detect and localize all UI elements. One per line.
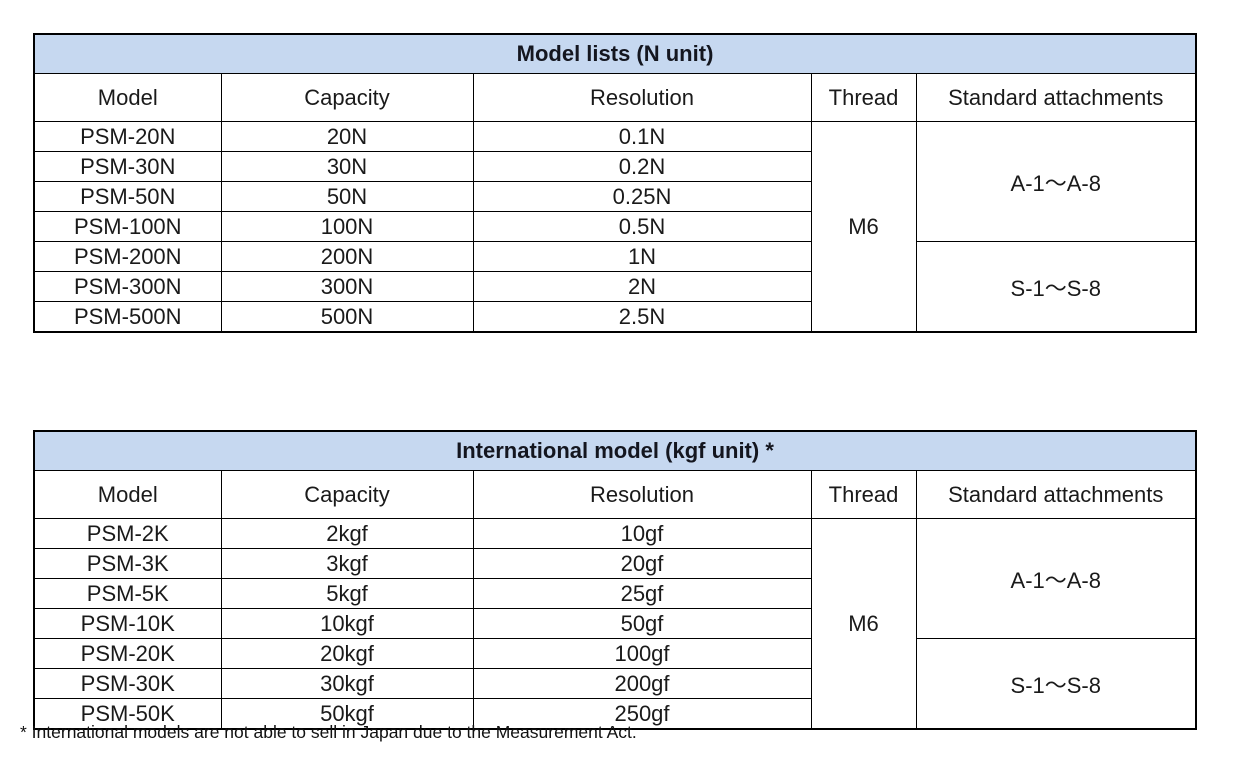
column-header-model: Model <box>33 470 222 519</box>
cell-model: PSM-300N <box>33 271 222 302</box>
cell-model: PSM-200N <box>33 241 222 272</box>
column-header-capacity: Capacity <box>220 73 474 122</box>
cell-model: PSM-2K <box>33 518 222 549</box>
cell-model: PSM-20N <box>33 121 222 152</box>
table-row: PSM-2K 2kgf 10gf M6 A-1～A-8 <box>33 518 1197 730</box>
model-table-n-unit: Model lists (N unit) Model Capacity Reso… <box>33 33 1198 333</box>
table-title: International model (kgf unit) * <box>33 430 1197 471</box>
cell-capacity: 30kgf <box>220 668 474 699</box>
cell-resolution: 200gf <box>472 668 812 699</box>
cell-resolution: 0.5N <box>472 211 812 242</box>
cell-resolution: 25gf <box>472 578 812 609</box>
cell-capacity: 50N <box>220 181 474 212</box>
cell-capacity: 3kgf <box>220 548 474 579</box>
cell-resolution: 20gf <box>472 548 812 579</box>
column-header-thread: Thread <box>810 470 917 519</box>
cell-resolution: 1N <box>472 241 812 272</box>
table-row: PSM-200N 200N 1N S-1～S-8 <box>33 241 1197 333</box>
column-header-resolution: Resolution <box>472 73 812 122</box>
cell-capacity: 500N <box>220 301 474 333</box>
table-row: PSM-5K 5kgf 25gf <box>33 578 1196 609</box>
cell-model: PSM-3K <box>33 548 222 579</box>
cell-model: PSM-30K <box>33 668 222 699</box>
cell-model: PSM-10K <box>33 608 222 639</box>
cell-resolution: 10gf <box>472 518 812 549</box>
column-header-model: Model <box>33 73 222 122</box>
cell-model: PSM-500N <box>33 301 222 333</box>
cell-capacity: 100N <box>220 211 474 242</box>
table-row: PSM-300N 300N 2N <box>33 271 1196 302</box>
column-header-capacity: Capacity <box>220 470 474 519</box>
cell-resolution: 2.5N <box>472 301 812 333</box>
cell-resolution: 0.2N <box>472 151 812 182</box>
cell-attachments-s: S-1～S-8 <box>915 638 1197 730</box>
cell-resolution: 50gf <box>472 608 812 639</box>
cell-capacity: 30N <box>220 151 474 182</box>
cell-model: PSM-20K <box>33 638 222 669</box>
table-row: PSM-30K 30kgf 200gf <box>33 668 1196 699</box>
cell-capacity: 300N <box>220 271 474 302</box>
table-row: PSM-50K 50kgf 250gf <box>33 698 1196 730</box>
column-header-resolution: Resolution <box>472 470 812 519</box>
cell-resolution: 0.25N <box>472 181 812 212</box>
cell-model: PSM-30N <box>33 151 222 182</box>
model-table-kgf-unit: International model (kgf unit) * Model C… <box>33 430 1198 730</box>
column-header-attachments: Standard attachments <box>915 470 1197 519</box>
cell-capacity: 200N <box>220 241 474 272</box>
cell-resolution: 100gf <box>472 638 812 669</box>
cell-capacity: 10kgf <box>220 608 474 639</box>
cell-resolution: 0.1N <box>472 121 812 152</box>
table-row: PSM-500N 500N 2.5N <box>33 301 1196 333</box>
cell-model: PSM-5K <box>33 578 222 609</box>
cell-thread: M6 <box>810 121 917 333</box>
table-row: PSM-10K 10kgf 50gf <box>33 608 1196 639</box>
cell-model: PSM-100N <box>33 211 222 242</box>
cell-attachments-a: A-1～A-8 <box>915 518 1197 639</box>
cell-capacity: 20N <box>220 121 474 152</box>
cell-resolution: 250gf <box>472 698 812 730</box>
column-header-thread: Thread <box>810 73 917 122</box>
table-row: PSM-30N 30N 0.2N <box>33 151 1196 182</box>
cell-capacity: 50kgf <box>220 698 474 730</box>
table-row: PSM-20K 20kgf 100gf S-1～S-8 <box>33 638 1197 730</box>
cell-thread: M6 <box>810 518 917 730</box>
cell-attachments-a: A-1～A-8 <box>915 121 1197 242</box>
cell-resolution: 2N <box>472 271 812 302</box>
table-row: PSM-20N 20N 0.1N M6 A-1～A-8 <box>33 121 1197 333</box>
cell-model: PSM-50K <box>33 698 222 730</box>
table-title: Model lists (N unit) <box>33 33 1197 74</box>
cell-capacity: 5kgf <box>220 578 474 609</box>
cell-model: PSM-50N <box>33 181 222 212</box>
cell-capacity: 20kgf <box>220 638 474 669</box>
cell-attachments-s: S-1～S-8 <box>915 241 1197 333</box>
footnote: * International models are not able to s… <box>20 722 637 742</box>
table-row: PSM-3K 3kgf 20gf <box>33 548 1196 579</box>
column-header-attachments: Standard attachments <box>915 73 1197 122</box>
cell-capacity: 2kgf <box>220 518 474 549</box>
